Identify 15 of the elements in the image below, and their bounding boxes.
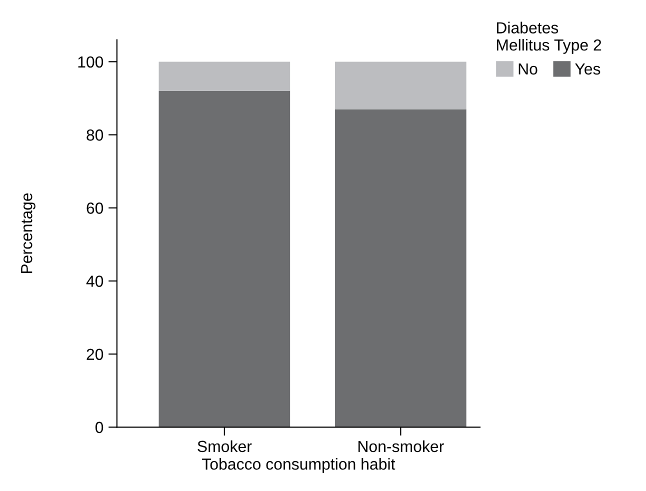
- legend-label: No: [518, 63, 538, 75]
- y-tick-label: 80: [86, 129, 104, 141]
- x-tick-label: Smoker: [198, 440, 252, 452]
- y-tick-label: 60: [86, 202, 104, 214]
- x-tick-label: Non-smoker: [358, 440, 444, 452]
- legend-label: Yes: [575, 63, 600, 75]
- bar: [335, 62, 466, 110]
- x-axis-title: Tobacco consumption habit: [202, 458, 396, 473]
- y-tick-label: 40: [86, 276, 104, 287]
- bar: [158, 62, 290, 91]
- y-tick-label: 100: [78, 56, 104, 68]
- y-tick-label: 20: [86, 348, 104, 360]
- y-axis-title: Percentage: [21, 193, 36, 274]
- legend-title: Diabetes Mellitus Type 2: [496, 22, 602, 54]
- y-tick-label: 0: [95, 422, 104, 434]
